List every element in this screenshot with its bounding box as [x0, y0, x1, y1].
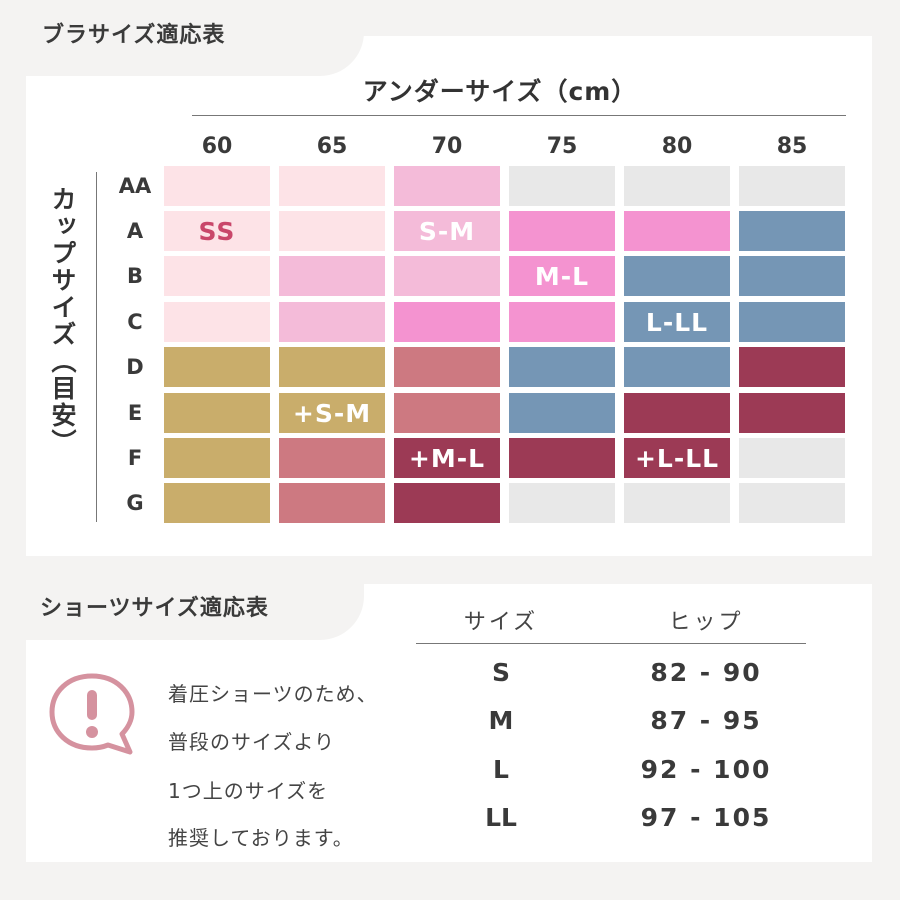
column-header: 80 [661, 134, 693, 159]
size-cell [164, 438, 270, 478]
size-range-label: S-M [418, 216, 476, 246]
note-line: 普段のサイズより [168, 730, 335, 754]
note-line: 1つ上のサイズを [168, 779, 329, 803]
size-cell [739, 438, 845, 478]
size-cell [624, 166, 730, 206]
row-header: G [126, 491, 144, 515]
size-cell [739, 302, 845, 342]
size-range-label: L-LL [645, 307, 709, 337]
bra-section-title: ブラサイズ適応表 [0, 0, 364, 76]
size-cell [739, 393, 845, 433]
size-cell [624, 347, 730, 387]
cup-size-divider [96, 172, 97, 522]
bra-size-card [26, 36, 872, 556]
size-cell [394, 347, 500, 387]
size-range-label: +S-M [292, 398, 372, 428]
size-cell [164, 256, 270, 296]
size-cell: +M-L [394, 438, 500, 478]
shorts-size-value: LL [485, 803, 517, 832]
size-cell [509, 347, 615, 387]
size-cell [624, 483, 730, 523]
shorts-size-value: M [488, 706, 514, 735]
size-cell [394, 302, 500, 342]
size-cell [739, 166, 845, 206]
shorts-size-value: S [491, 658, 510, 687]
under-size-label: アンダーサイズ（cm） [362, 77, 638, 106]
size-cell: SS [164, 211, 270, 251]
size-cell [279, 166, 385, 206]
size-cell [394, 393, 500, 433]
size-cell [624, 393, 730, 433]
size-cell [394, 256, 500, 296]
size-range-label: M-L [534, 261, 590, 291]
size-cell [279, 211, 385, 251]
size-cell [164, 302, 270, 342]
row-header: F [127, 446, 143, 470]
column-header: 65 [316, 134, 348, 159]
size-cell [509, 211, 615, 251]
shorts-hip-header: ヒップ [668, 610, 744, 635]
size-cell [509, 166, 615, 206]
shorts-hip-value: 97 - 105 [640, 803, 772, 832]
shorts-section-title: ショーツサイズ適応表 [0, 566, 364, 640]
size-range-label: +M-L [408, 443, 486, 473]
row-header: A [126, 219, 144, 243]
size-cell: S-M [394, 211, 500, 251]
size-cell [164, 483, 270, 523]
row-header: C [127, 310, 143, 334]
row-header: B [126, 264, 143, 288]
size-cell [279, 483, 385, 523]
shorts-hip-value: 92 - 100 [640, 755, 772, 784]
size-cell [279, 438, 385, 478]
exclamation-speech-bubble-icon [49, 673, 135, 755]
size-cell [739, 211, 845, 251]
row-header: AA [118, 174, 152, 198]
column-header: 75 [546, 134, 578, 159]
size-cell [394, 166, 500, 206]
size-cell [394, 483, 500, 523]
size-range-label: SS [198, 216, 236, 246]
size-cell [279, 347, 385, 387]
note-line: 着圧ショーツのため、 [168, 682, 378, 706]
size-cell: +S-M [279, 393, 385, 433]
column-header: 60 [201, 134, 233, 159]
size-cell: L-LL [624, 302, 730, 342]
size-cell [624, 256, 730, 296]
shorts-size-header: サイズ [463, 610, 539, 635]
row-header: D [126, 355, 144, 379]
size-cell: M-L [509, 256, 615, 296]
size-cell [509, 438, 615, 478]
size-cell [739, 256, 845, 296]
size-range-label: +L-LL [634, 443, 720, 473]
size-cell [509, 483, 615, 523]
size-cell: +L-LL [624, 438, 730, 478]
column-header: 85 [776, 134, 808, 159]
size-cell [739, 347, 845, 387]
column-header: 70 [431, 134, 463, 159]
cup-size-label: カップサイズ（目安） [48, 186, 77, 456]
size-cell [279, 302, 385, 342]
shorts-hip-value: 87 - 95 [650, 706, 762, 735]
size-cell [164, 347, 270, 387]
size-cell [279, 256, 385, 296]
note-line: 推奨しております。 [168, 826, 354, 850]
shorts-header-divider [416, 643, 806, 644]
row-header: E [127, 401, 143, 425]
size-cell [509, 393, 615, 433]
size-cell [739, 483, 845, 523]
size-cell [164, 393, 270, 433]
size-cell [164, 166, 270, 206]
under-size-divider [192, 115, 846, 116]
shorts-hip-value: 82 - 90 [650, 658, 762, 687]
size-cell [624, 211, 730, 251]
shorts-size-value: L [493, 755, 509, 784]
size-cell [509, 302, 615, 342]
